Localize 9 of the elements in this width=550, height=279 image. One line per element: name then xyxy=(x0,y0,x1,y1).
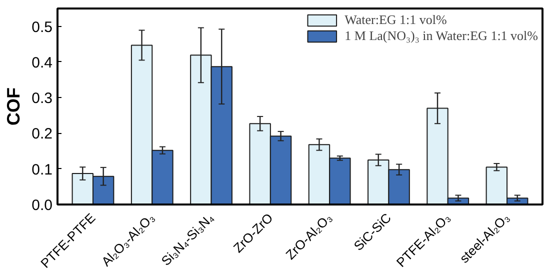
y-tick-label: 0.0 xyxy=(32,197,53,214)
y-tick-label: 0.1 xyxy=(32,161,53,178)
y-axis-title: COF xyxy=(4,88,24,126)
y-tick-label: 0.3 xyxy=(32,90,53,108)
y-tick-label: 0.2 xyxy=(32,126,53,143)
y-tick-label: 0.4 xyxy=(32,54,53,72)
y-tick-label: 0.5 xyxy=(32,18,53,36)
legend-label: 1 M La(NO₃)₃ in Water:EG 1:1 vol% xyxy=(344,28,538,44)
legend-label: Water:EG 1:1 vol% xyxy=(344,12,447,28)
